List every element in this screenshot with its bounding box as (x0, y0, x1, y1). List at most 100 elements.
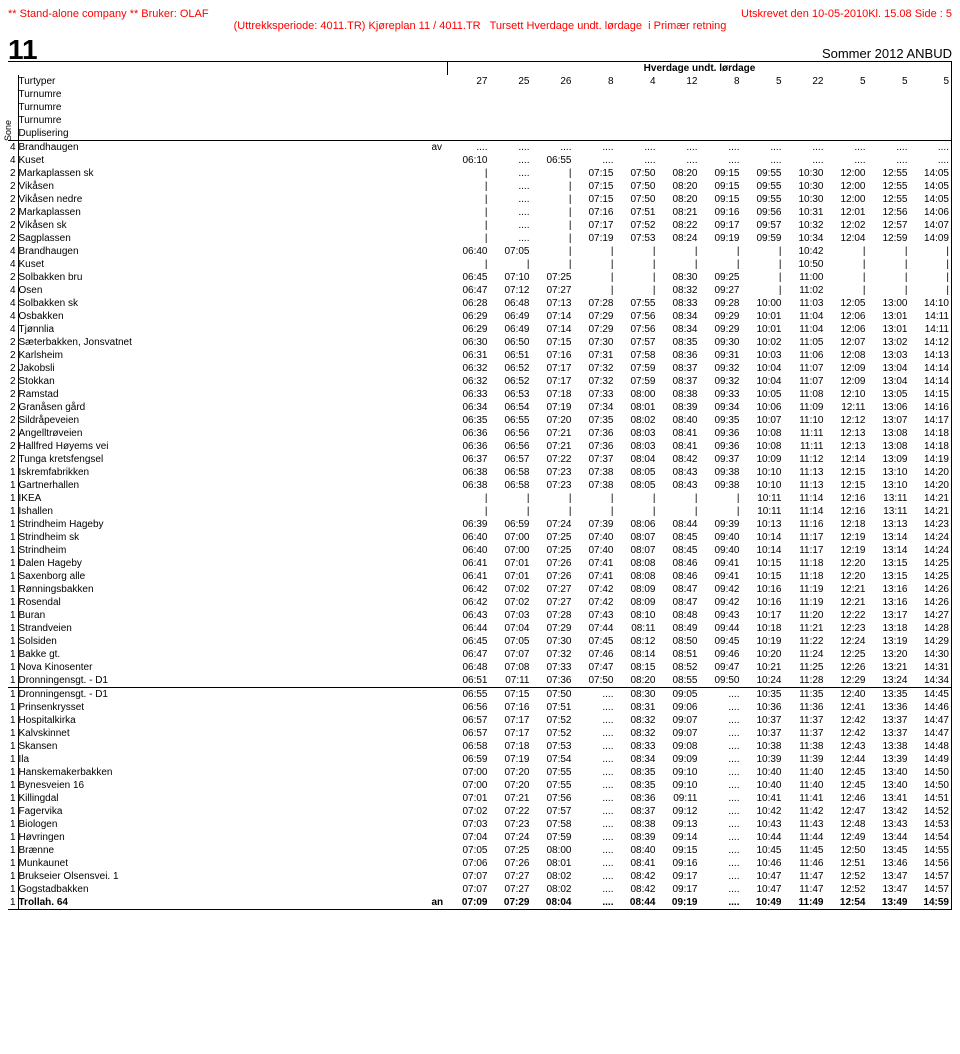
time-cell: 12:09 (826, 375, 868, 388)
stop-label: Trollah. 64 (18, 896, 430, 910)
time-cell: 13:38 (868, 740, 910, 753)
time-cell: 13:16 (868, 583, 910, 596)
table-row: 4Osbakken06:2906:4907:1407:2907:5608:340… (8, 310, 952, 323)
time-cell: 08:10 (616, 609, 658, 622)
time-cell: 07:52 (532, 727, 574, 740)
time-cell: 08:09 (616, 596, 658, 609)
time-cell: 07:22 (532, 453, 574, 466)
suffix-cell (430, 401, 448, 414)
table-row: 4Kuset||||||||10:50||| (8, 258, 952, 271)
suffix-cell (430, 544, 448, 557)
table-row: 2Solbakken bru06:4507:1007:25||08:3009:2… (8, 271, 952, 284)
sone-cell: 1 (8, 870, 18, 883)
time-cell: | (742, 258, 784, 271)
suffix-cell (430, 518, 448, 531)
time-cell: 09:37 (700, 453, 742, 466)
sone-cell: 1 (8, 740, 18, 753)
time-cell: 07:15 (490, 688, 532, 702)
suffix-cell (430, 661, 448, 674)
time-cell: | (574, 492, 616, 505)
time-cell: 10:15 (742, 570, 784, 583)
time-cell: 07:50 (616, 167, 658, 180)
time-cell: 07:29 (490, 896, 532, 910)
time-cell: .... (658, 141, 700, 155)
suffix-cell (430, 414, 448, 427)
time-cell: 14:24 (910, 544, 952, 557)
time-cell: 12:13 (826, 440, 868, 453)
time-cell: 10:34 (784, 232, 826, 245)
time-cell: 12:56 (868, 206, 910, 219)
time-cell: 07:35 (574, 414, 616, 427)
time-cell: 10:37 (742, 714, 784, 727)
meta-row: Duplisering (8, 127, 952, 141)
time-cell: 08:46 (658, 570, 700, 583)
time-cell: 07:12 (490, 284, 532, 297)
time-cell: 12:46 (826, 792, 868, 805)
time-cell: .... (574, 688, 616, 702)
stop-label: Nova Kinosenter (18, 661, 430, 674)
time-cell: 11:47 (784, 870, 826, 883)
time-cell: .... (700, 857, 742, 870)
stop-label: Vikåsen (18, 180, 430, 193)
time-cell: 06:58 (490, 466, 532, 479)
time-cell: 07:21 (532, 427, 574, 440)
time-cell: 06:40 (448, 245, 490, 258)
time-cell: 08:33 (658, 297, 700, 310)
time-cell: 07:33 (574, 388, 616, 401)
time-cell: 08:45 (658, 531, 700, 544)
time-cell: 08:39 (616, 831, 658, 844)
time-cell: 12:20 (826, 570, 868, 583)
time-cell: 10:42 (742, 805, 784, 818)
time-cell: .... (616, 154, 658, 167)
time-cell: 10:44 (742, 831, 784, 844)
time-cell: 06:33 (448, 388, 490, 401)
time-cell: | (574, 284, 616, 297)
stop-label: Angelltrøveien (18, 427, 430, 440)
time-cell: | (532, 492, 574, 505)
time-cell: 09:42 (700, 583, 742, 596)
table-row: 1Strindheim06:4007:0007:2507:4008:0708:4… (8, 544, 952, 557)
time-cell: 10:16 (742, 583, 784, 596)
time-cell: .... (700, 831, 742, 844)
time-cell: 13:37 (868, 714, 910, 727)
time-cell: 11:03 (784, 297, 826, 310)
time-cell: 11:37 (784, 714, 826, 727)
sone-cell: 1 (8, 557, 18, 570)
time-cell: 07:57 (532, 805, 574, 818)
time-cell: 06:42 (448, 596, 490, 609)
suffix-cell (430, 805, 448, 818)
sone-cell: 1 (8, 622, 18, 635)
time-cell: 10:47 (742, 870, 784, 883)
time-cell: 11:06 (784, 349, 826, 362)
suffix-cell (430, 297, 448, 310)
time-cell: 07:04 (490, 622, 532, 635)
time-cell: 09:39 (700, 518, 742, 531)
time-cell: | (532, 206, 574, 219)
time-cell: 08:11 (616, 622, 658, 635)
time-cell: 11:43 (784, 818, 826, 831)
meta-label: Turnumre (18, 88, 430, 101)
table-row: 1Solsiden06:4507:0507:3007:4508:1208:500… (8, 635, 952, 648)
time-cell: 11:25 (784, 661, 826, 674)
time-cell: 08:09 (616, 583, 658, 596)
time-cell: 07:38 (574, 466, 616, 479)
time-cell: 13:14 (868, 531, 910, 544)
time-cell: 07:04 (448, 831, 490, 844)
table-row: 2Hallfred Høyems vei06:3606:5607:2107:36… (8, 440, 952, 453)
table-row: 1Dalen Hageby06:4107:0107:2607:4108:0808… (8, 557, 952, 570)
time-cell: 09:34 (700, 401, 742, 414)
time-cell: 11:24 (784, 648, 826, 661)
time-cell: 08:39 (658, 401, 700, 414)
table-row: 2Ramstad06:3306:5307:1807:3308:0008:3809… (8, 388, 952, 401)
time-cell: 07:27 (532, 284, 574, 297)
time-cell: 12:14 (826, 453, 868, 466)
time-cell: 10:21 (742, 661, 784, 674)
time-cell: .... (658, 154, 700, 167)
time-cell: .... (700, 844, 742, 857)
time-cell: .... (574, 727, 616, 740)
time-cell: 07:10 (490, 271, 532, 284)
time-cell: | (742, 284, 784, 297)
time-cell: 07:44 (574, 622, 616, 635)
time-cell: 08:22 (658, 219, 700, 232)
time-cell: .... (826, 154, 868, 167)
